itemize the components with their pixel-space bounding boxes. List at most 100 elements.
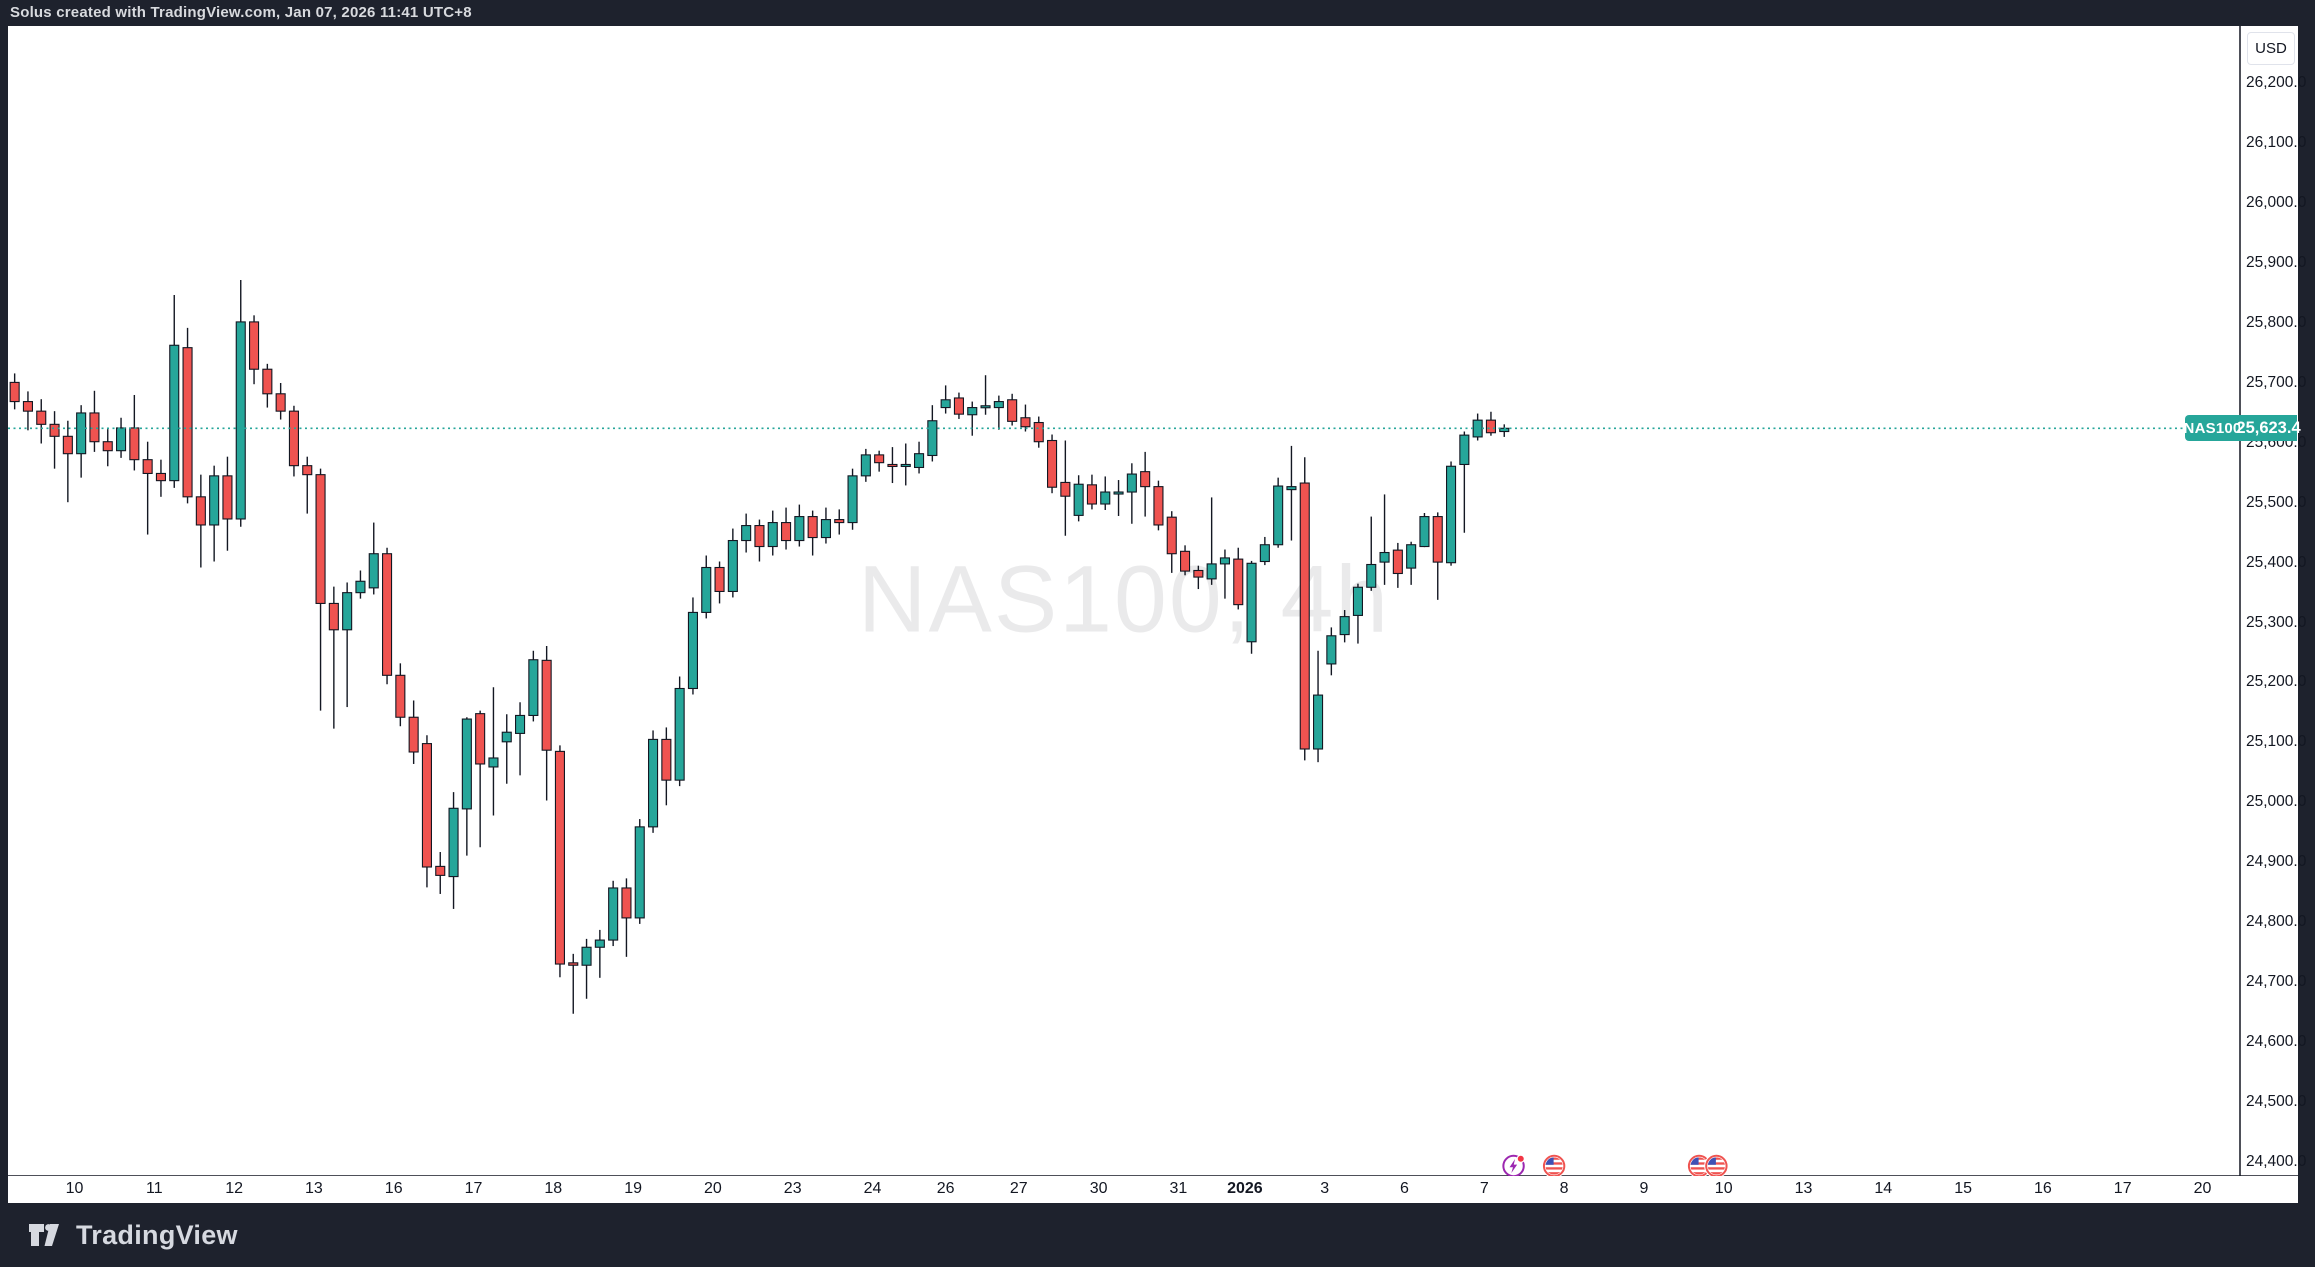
tradingview-logo-icon[interactable]: [28, 1221, 66, 1249]
candle: [927, 420, 938, 457]
candle: [76, 412, 87, 455]
price-axis-tick: 24,500.0: [2246, 1092, 2307, 1110]
candle: [288, 410, 300, 467]
candle: [421, 743, 433, 868]
candle: [475, 713, 486, 765]
time-axis-tick: 16: [2033, 1180, 2052, 1197]
candle: [1379, 551, 1390, 563]
price-chart[interactable]: [8, 26, 2298, 1203]
footer-bar: TradingView: [0, 1203, 2315, 1267]
candle: [993, 401, 1004, 409]
candle: [913, 453, 925, 469]
price-axis-tick: 24,800.0: [2246, 913, 2307, 930]
time-axis-tick: 17: [464, 1180, 483, 1197]
candle: [62, 435, 73, 455]
candle: [435, 865, 446, 876]
candle: [1047, 439, 1058, 488]
candle: [222, 475, 233, 520]
candle: [528, 659, 539, 716]
candle: [1060, 481, 1071, 497]
candle: [36, 410, 47, 425]
price-axis-tick: 25,900.0: [2246, 254, 2307, 272]
candle: [874, 454, 885, 464]
candle: [342, 592, 353, 631]
candle: [302, 465, 313, 476]
time-axis-tick: 10: [1714, 1180, 1733, 1197]
currency-button[interactable]: USD: [2247, 32, 2295, 65]
candle: [116, 427, 127, 452]
candle: [1246, 562, 1257, 643]
candle: [209, 475, 220, 526]
time-axis-tick: 8: [1559, 1180, 1569, 1197]
candle: [22, 401, 33, 412]
candle: [1446, 465, 1457, 564]
candle: [249, 321, 260, 370]
candle: [1126, 473, 1137, 493]
price-axis-tick: 25,800.0: [2246, 314, 2307, 331]
candle: [1485, 419, 1496, 434]
candle: [754, 525, 765, 548]
candle: [1273, 485, 1284, 546]
candle: [1166, 516, 1177, 555]
candle: [807, 516, 818, 539]
candle: [169, 344, 180, 482]
time-axis-tick: 13: [304, 1180, 323, 1197]
price-axis-tick: 26,200.0: [2246, 74, 2307, 92]
candle: [488, 757, 499, 768]
candle: [661, 738, 672, 781]
candle: [621, 887, 632, 919]
candle: [1007, 399, 1018, 422]
candle: [102, 441, 113, 452]
time-axis-tick: 11: [145, 1180, 163, 1197]
candle: [1419, 516, 1430, 548]
price-axis-tick: 24,400.0: [2246, 1152, 2307, 1170]
candle: [368, 553, 379, 589]
candle: [1406, 544, 1417, 569]
candle: [1286, 486, 1297, 491]
candle: [1459, 434, 1470, 466]
candle: [501, 731, 512, 743]
candle: [834, 519, 845, 524]
candle: [1326, 635, 1337, 665]
time-axis-tick: 16: [384, 1180, 403, 1197]
candle: [1033, 421, 1044, 443]
candle: [1392, 549, 1403, 575]
candle: [395, 674, 406, 718]
candle: [568, 962, 579, 966]
caption-text: Solus created with TradingView.com, Jan …: [10, 4, 472, 21]
candle: [1233, 558, 1244, 606]
price-axis-tick: 25,300.0: [2246, 613, 2307, 631]
candle: [1193, 569, 1204, 578]
price-axis-tick: 24,900.0: [2246, 853, 2307, 871]
candle: [674, 687, 685, 781]
last-price-label: NAS100 25,623.4: [2184, 415, 2301, 442]
candle: [1299, 482, 1310, 750]
candle: [195, 496, 206, 526]
candle: [687, 611, 699, 690]
candle: [1313, 694, 1324, 750]
currency-label: USD: [2255, 40, 2287, 57]
time-axis-tick: 27: [1009, 1180, 1028, 1197]
candle: [182, 347, 193, 498]
candle: [235, 321, 246, 520]
time-axis-tick: 31: [1169, 1180, 1188, 1197]
time-axis-tick: 9: [1639, 1180, 1649, 1197]
candle: [1219, 557, 1230, 565]
time-axis[interactable]: 10 11 12 13 16 17 18 19 20 23 24 26 27 30 31 2026 3 6 7 8 9 1…: [8, 1176, 2298, 1203]
price-axis-tick: 25,400.0: [2246, 553, 2307, 571]
candle: [448, 807, 459, 878]
candle: [381, 553, 393, 676]
tradingview-wordmark[interactable]: TradingView: [76, 1219, 238, 1250]
candle: [355, 580, 366, 594]
time-axis-tick: 3: [1320, 1180, 1330, 1197]
screenshot-caption-bar: Solus created with TradingView.com, Jan …: [0, 0, 2315, 26]
candle: [581, 946, 592, 966]
candle: [741, 525, 752, 542]
candle: [594, 939, 605, 948]
time-axis-tick: 2026: [1227, 1180, 1263, 1197]
candle: [1432, 516, 1443, 563]
candle: [701, 566, 712, 613]
candle: [1153, 486, 1164, 526]
candle: [1206, 563, 1217, 580]
time-axis-tick: 10: [65, 1180, 84, 1197]
